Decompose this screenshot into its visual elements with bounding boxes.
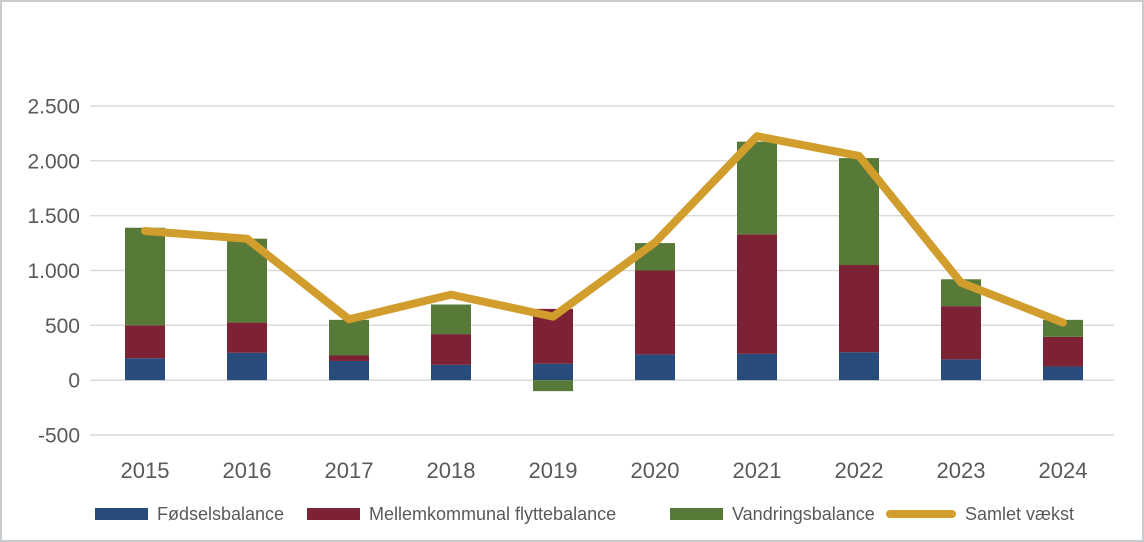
bar-segment [737, 234, 777, 354]
y-axis-tick-label: 1.500 [27, 205, 80, 228]
bar-segment [329, 360, 369, 381]
bar-segment [737, 141, 777, 235]
bar-segment [533, 380, 573, 392]
x-axis-tick-label: 2020 [631, 458, 680, 483]
legend-label: Mellemkommunal flyttebalance [369, 503, 617, 524]
bar-segment [329, 319, 369, 356]
legend-color-swatch [95, 508, 148, 520]
legend-item: Fødselsbalance [95, 501, 284, 527]
legend-item: Samlet vækst [886, 501, 1074, 527]
x-axis-tick-label: 2023 [937, 458, 986, 483]
bar-segment [839, 265, 879, 353]
legend-color-swatch [307, 508, 360, 520]
chart-legend: Fødselsbalance Mellemkommunal flyttebalan… [2, 501, 1142, 533]
legend-label: Fødselsbalance [157, 503, 285, 524]
bar-segment [431, 304, 471, 335]
y-axis-tick-label: 2.500 [27, 96, 80, 119]
legend-item: Mellemkommunal flyttebalance [307, 501, 616, 527]
legend-item: Vandringsbalance [670, 501, 875, 527]
bar-segment [635, 270, 675, 355]
legend-label: Samlet vækst [965, 503, 1075, 524]
bar-segment [431, 334, 471, 365]
bar-segment [1043, 366, 1083, 381]
bar-segment [533, 363, 573, 381]
bar-segment [941, 306, 981, 360]
bar-segment [227, 352, 267, 381]
y-axis-tick-label: -500 [38, 425, 80, 448]
x-axis-tick-label: 2018 [427, 458, 476, 483]
bar-segment [737, 353, 777, 381]
bar-segment [941, 359, 981, 381]
y-axis-tick-label: 500 [45, 315, 80, 338]
legend-line-swatch [886, 510, 956, 518]
bar-segment [125, 227, 165, 326]
bar-segment [635, 354, 675, 381]
bar-segment [431, 364, 471, 381]
x-axis-tick-label: 2019 [529, 458, 578, 483]
bar-segment [329, 355, 369, 361]
bar-segment [1043, 336, 1083, 367]
x-axis-tick-label: 2017 [325, 458, 374, 483]
legend-color-swatch [670, 508, 723, 520]
x-axis-tick-label: 2024 [1039, 458, 1088, 483]
y-axis-tick-label: 1.000 [27, 260, 80, 283]
bar-segment [227, 322, 267, 353]
y-axis-tick-label: 2.000 [27, 150, 80, 173]
samlet-vaekst-line [141, 132, 1067, 327]
x-axis-tick-label: 2022 [835, 458, 884, 483]
x-axis-tick-label: 2021 [733, 458, 782, 483]
legend-label: Vandringsbalance [732, 503, 875, 524]
bar-segment [125, 325, 165, 359]
x-axis-tick-label: 2016 [223, 458, 272, 483]
bar-segment [839, 352, 879, 381]
bar-segment [125, 358, 165, 381]
bar-segment [1043, 319, 1083, 337]
x-axis-tick-label: 2015 [121, 458, 170, 483]
y-axis-tick-label: 0 [68, 370, 80, 393]
